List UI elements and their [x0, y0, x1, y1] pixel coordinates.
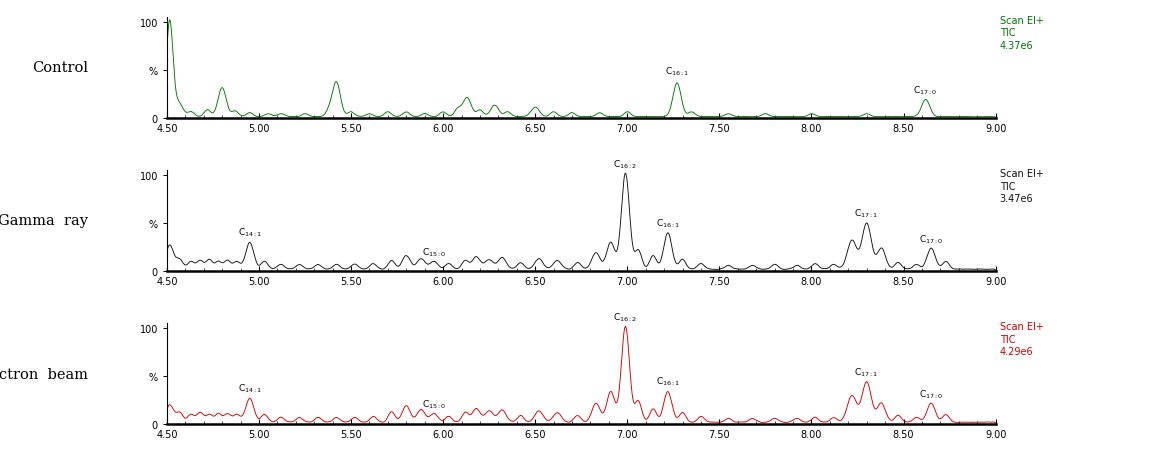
- Text: C$_{17:1}$: C$_{17:1}$: [854, 366, 879, 378]
- Text: Control: Control: [32, 61, 89, 75]
- Text: Scan EI+
TIC
3.47e6: Scan EI+ TIC 3.47e6: [1000, 169, 1044, 203]
- Text: C$_{14:1}$: C$_{14:1}$: [237, 226, 262, 239]
- Text: C$_{17:0}$: C$_{17:0}$: [918, 387, 944, 400]
- Text: C$_{17:0}$: C$_{17:0}$: [914, 84, 938, 97]
- Text: C$_{16:1}$: C$_{16:1}$: [656, 375, 680, 387]
- Text: Scan EI+
TIC
4.29e6: Scan EI+ TIC 4.29e6: [1000, 322, 1044, 356]
- Text: C$_{16:1}$: C$_{16:1}$: [656, 216, 680, 229]
- Text: C$_{16:2}$: C$_{16:2}$: [613, 311, 638, 323]
- Text: C$_{15:0}$: C$_{15:0}$: [421, 398, 447, 410]
- Text: C$_{14:1}$: C$_{14:1}$: [237, 382, 262, 394]
- Text: C$_{17:0}$: C$_{17:0}$: [918, 233, 944, 245]
- Text: Electron  beam: Electron beam: [0, 367, 89, 381]
- Text: C$_{16:1}$: C$_{16:1}$: [665, 65, 689, 78]
- Text: C$_{17:1}$: C$_{17:1}$: [854, 207, 879, 220]
- Text: Gamma  ray: Gamma ray: [0, 214, 89, 228]
- Text: Scan EI+
TIC
4.37e6: Scan EI+ TIC 4.37e6: [1000, 16, 1044, 51]
- Text: C$_{16:2}$: C$_{16:2}$: [613, 158, 638, 171]
- Text: C$_{15:0}$: C$_{15:0}$: [421, 246, 447, 259]
